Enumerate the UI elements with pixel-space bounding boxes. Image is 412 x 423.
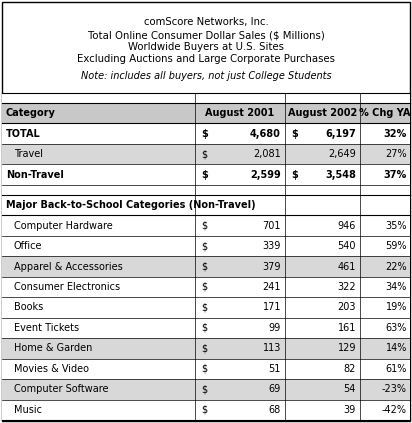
Bar xyxy=(2,338,410,359)
Text: 37%: 37% xyxy=(384,170,407,180)
Text: 379: 379 xyxy=(262,261,281,272)
Text: 2,599: 2,599 xyxy=(250,170,281,180)
Text: Computer Hardware: Computer Hardware xyxy=(14,220,113,231)
Text: 203: 203 xyxy=(337,302,356,313)
Text: Music: Music xyxy=(14,405,42,415)
Text: Office: Office xyxy=(14,241,42,251)
Bar xyxy=(2,400,410,420)
Text: 339: 339 xyxy=(262,241,281,251)
Text: 61%: 61% xyxy=(386,364,407,374)
Text: $: $ xyxy=(201,129,208,139)
Text: Worldwide Buyers at U.S. Sites: Worldwide Buyers at U.S. Sites xyxy=(128,42,284,52)
Text: $: $ xyxy=(201,149,207,159)
Text: $: $ xyxy=(201,170,208,180)
Text: Home & Garden: Home & Garden xyxy=(14,343,92,353)
Bar xyxy=(2,359,410,379)
Bar xyxy=(2,277,410,297)
Text: 322: 322 xyxy=(337,282,356,292)
Text: $: $ xyxy=(201,220,207,231)
Text: Consumer Electronics: Consumer Electronics xyxy=(14,282,120,292)
Bar xyxy=(2,124,410,144)
Text: 63%: 63% xyxy=(386,323,407,333)
Text: Non-Travel: Non-Travel xyxy=(6,170,64,180)
Text: $: $ xyxy=(201,364,207,374)
Text: 113: 113 xyxy=(262,343,281,353)
Bar xyxy=(2,215,410,236)
Text: 32%: 32% xyxy=(384,129,407,139)
Text: 68: 68 xyxy=(269,405,281,415)
Text: Major Back-to-School Categories (Non-Travel): Major Back-to-School Categories (Non-Tra… xyxy=(6,200,255,210)
Text: $: $ xyxy=(201,343,207,353)
Text: $: $ xyxy=(201,241,207,251)
Text: 39: 39 xyxy=(344,405,356,415)
Text: 171: 171 xyxy=(262,302,281,313)
Text: $: $ xyxy=(291,170,298,180)
Text: $: $ xyxy=(201,385,207,394)
Text: 19%: 19% xyxy=(386,302,407,313)
Text: Movies & Video: Movies & Video xyxy=(14,364,89,374)
Bar xyxy=(2,297,410,318)
Text: 2,649: 2,649 xyxy=(328,149,356,159)
Bar xyxy=(2,236,410,256)
Text: August 2002: August 2002 xyxy=(288,108,357,118)
Bar xyxy=(2,103,410,124)
Text: 59%: 59% xyxy=(386,241,407,251)
Text: 35%: 35% xyxy=(386,220,407,231)
Bar xyxy=(2,318,410,338)
Bar xyxy=(2,195,410,215)
Text: TOTAL: TOTAL xyxy=(6,129,41,139)
Text: $: $ xyxy=(201,405,207,415)
Bar xyxy=(2,93,410,103)
Text: $: $ xyxy=(201,261,207,272)
Text: 4,680: 4,680 xyxy=(250,129,281,139)
Text: 22%: 22% xyxy=(385,261,407,272)
Text: 6,197: 6,197 xyxy=(325,129,356,139)
Text: 540: 540 xyxy=(337,241,356,251)
Text: 14%: 14% xyxy=(386,343,407,353)
Text: 129: 129 xyxy=(337,343,356,353)
Text: August 2001: August 2001 xyxy=(205,108,275,118)
Text: Excluding Auctions and Large Corporate Purchases: Excluding Auctions and Large Corporate P… xyxy=(77,54,335,64)
Text: $: $ xyxy=(201,282,207,292)
Text: Travel: Travel xyxy=(14,149,43,159)
Text: 82: 82 xyxy=(344,364,356,374)
Bar xyxy=(2,379,410,400)
Text: 461: 461 xyxy=(337,261,356,272)
Text: Category: Category xyxy=(6,108,56,118)
Text: 51: 51 xyxy=(269,364,281,374)
Text: 241: 241 xyxy=(262,282,281,292)
Bar xyxy=(2,185,410,195)
Text: 161: 161 xyxy=(337,323,356,333)
Text: 946: 946 xyxy=(337,220,356,231)
Text: 54: 54 xyxy=(344,385,356,394)
Text: Event Tickets: Event Tickets xyxy=(14,323,79,333)
Bar xyxy=(2,256,410,277)
Bar xyxy=(2,144,410,165)
Text: -42%: -42% xyxy=(382,405,407,415)
Text: % Chg YA: % Chg YA xyxy=(359,108,411,118)
Text: 3,548: 3,548 xyxy=(325,170,356,180)
Text: Total Online Consumer Dollar Sales ($ Millions): Total Online Consumer Dollar Sales ($ Mi… xyxy=(88,30,324,40)
Text: 69: 69 xyxy=(269,385,281,394)
Bar xyxy=(2,165,410,185)
Text: 27%: 27% xyxy=(385,149,407,159)
Text: Computer Software: Computer Software xyxy=(14,385,108,394)
Text: -23%: -23% xyxy=(382,385,407,394)
Text: $: $ xyxy=(291,129,298,139)
Text: comScore Networks, Inc.: comScore Networks, Inc. xyxy=(144,17,268,27)
Text: Note: includes all buyers, not just College Students: Note: includes all buyers, not just Coll… xyxy=(81,71,331,81)
Text: $: $ xyxy=(201,302,207,313)
Text: $: $ xyxy=(201,323,207,333)
Text: Apparel & Accessories: Apparel & Accessories xyxy=(14,261,123,272)
Text: 701: 701 xyxy=(262,220,281,231)
Text: Books: Books xyxy=(14,302,43,313)
Text: 2,081: 2,081 xyxy=(253,149,281,159)
Text: 99: 99 xyxy=(269,323,281,333)
Text: 34%: 34% xyxy=(386,282,407,292)
